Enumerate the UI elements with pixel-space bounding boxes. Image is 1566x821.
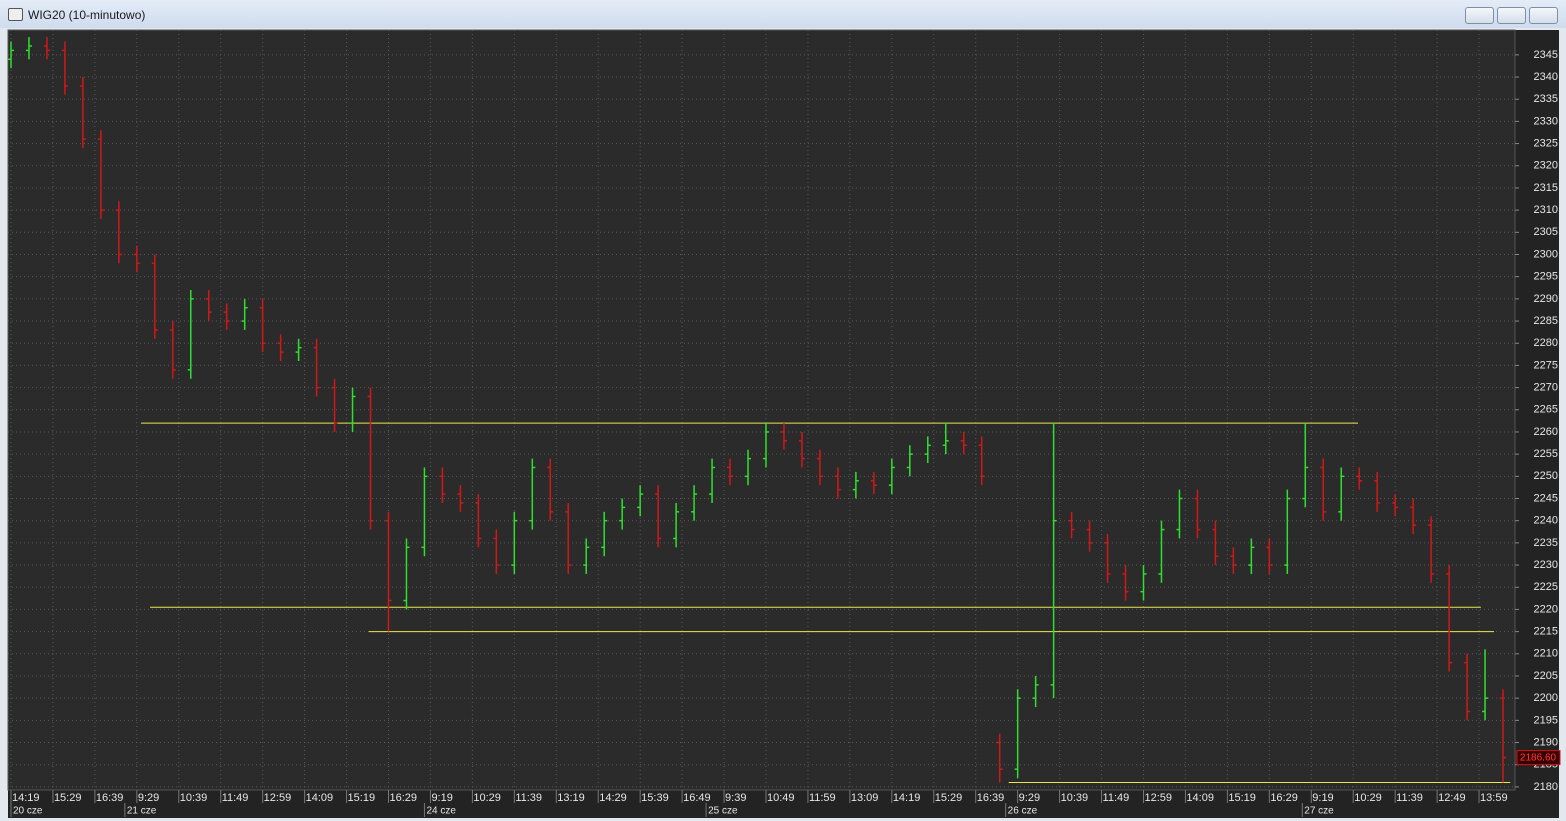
y-tick-label: 2305 xyxy=(1534,226,1558,238)
y-tick-label: 2285 xyxy=(1534,315,1558,327)
y-tick-label: 2250 xyxy=(1534,470,1558,482)
y-tick-label: 2230 xyxy=(1534,559,1558,571)
x-tick-label: 12:59 xyxy=(1144,792,1172,804)
date-tick-label: 24 cze xyxy=(426,806,456,817)
window-title: WIG20 (10-minutowo) xyxy=(28,8,146,22)
x-tick-label: 15:19 xyxy=(348,792,376,804)
plot-area xyxy=(7,29,1516,791)
y-tick-label: 2180 xyxy=(1534,781,1558,793)
x-tick-label: 9:29 xyxy=(138,792,159,804)
y-tick-label: 2330 xyxy=(1534,115,1558,127)
y-tick-label: 2315 xyxy=(1534,182,1558,194)
chart: 2180218521902195220022052210221522202225… xyxy=(0,28,1566,821)
x-tick-label: 15:19 xyxy=(1228,792,1256,804)
x-tick-label: 11:49 xyxy=(222,792,249,804)
title-bar: WIG20 (10-minutowo) xyxy=(0,0,1566,28)
y-tick-label: 2270 xyxy=(1534,382,1558,394)
minimize-button[interactable] xyxy=(1465,7,1494,24)
x-tick-label: 16:29 xyxy=(1270,792,1298,804)
y-tick-label: 2340 xyxy=(1534,71,1558,83)
y-tick-label: 2225 xyxy=(1534,581,1558,593)
x-tick-label: 12:49 xyxy=(1438,792,1466,804)
x-tick-label: 13:19 xyxy=(557,792,585,804)
date-tick-label: 27 cze xyxy=(1304,806,1334,817)
y-tick-label: 2240 xyxy=(1534,515,1558,527)
y-tick-label: 2205 xyxy=(1534,670,1558,682)
y-tick-label: 2290 xyxy=(1534,293,1558,305)
x-tick-label: 14:09 xyxy=(306,792,334,804)
x-tick-label: 11:49 xyxy=(1103,792,1130,804)
date-tick-label: 26 cze xyxy=(1008,806,1038,817)
x-tick-label: 14:09 xyxy=(1186,792,1214,804)
x-tick-label: 9:19 xyxy=(1312,792,1333,804)
y-tick-label: 2325 xyxy=(1534,137,1558,149)
y-tick-label: 2345 xyxy=(1534,49,1558,61)
date-tick-label: 21 cze xyxy=(127,806,157,817)
close-button[interactable] xyxy=(1529,7,1558,24)
x-tick-label: 10:39 xyxy=(1061,792,1089,804)
y-tick-label: 2245 xyxy=(1534,492,1558,504)
y-tick-label: 2335 xyxy=(1534,93,1558,105)
y-tick-label: 2260 xyxy=(1534,426,1558,438)
y-tick-label: 2220 xyxy=(1534,603,1558,615)
x-tick-label: 11:59 xyxy=(809,792,836,804)
y-tick-label: 2215 xyxy=(1534,626,1558,638)
x-tick-label: 15:29 xyxy=(54,792,82,804)
y-tick-label: 2295 xyxy=(1534,271,1558,283)
y-tick-label: 2280 xyxy=(1534,337,1558,349)
y-tick-label: 2265 xyxy=(1534,404,1558,416)
last-price-box xyxy=(1516,750,1561,766)
x-tick-label: 12:59 xyxy=(264,792,292,804)
x-tick-label: 14:29 xyxy=(599,792,627,804)
x-tick-label: 16:39 xyxy=(977,792,1005,804)
x-tick-label: 9:39 xyxy=(725,792,746,804)
x-tick-label: 16:29 xyxy=(389,792,417,804)
x-tick-label: 14:19 xyxy=(12,792,40,804)
restore-button[interactable] xyxy=(1497,7,1526,24)
x-tick-label: 10:49 xyxy=(767,792,795,804)
x-tick-label: 10:29 xyxy=(473,792,501,804)
x-tick-label: 11:39 xyxy=(1396,792,1423,804)
y-tick-label: 2320 xyxy=(1534,160,1558,172)
x-tick-label: 10:29 xyxy=(1354,792,1382,804)
y-tick-label: 2190 xyxy=(1534,736,1558,748)
y-tick-label: 2310 xyxy=(1534,204,1558,216)
x-tick-label: 15:29 xyxy=(935,792,963,804)
x-tick-label: 16:39 xyxy=(96,792,124,804)
y-tick-label: 2195 xyxy=(1534,714,1558,726)
y-tick-label: 2255 xyxy=(1534,448,1558,460)
y-tick-label: 2300 xyxy=(1534,248,1558,260)
x-tick-label: 14:19 xyxy=(893,792,921,804)
window-icon xyxy=(8,8,23,21)
date-tick-label: 20 cze xyxy=(13,806,43,817)
x-tick-label: 9:19 xyxy=(431,792,452,804)
x-tick-label: 9:29 xyxy=(1019,792,1040,804)
x-tick-label: 13:09 xyxy=(851,792,879,804)
y-tick-label: 2235 xyxy=(1534,537,1558,549)
y-tick-label: 2275 xyxy=(1534,359,1558,371)
y-tick-label: 2200 xyxy=(1534,692,1558,704)
last-price-label: 2186.60 xyxy=(1520,752,1557,763)
y-tick-label: 2210 xyxy=(1534,648,1558,660)
x-tick-label: 16:49 xyxy=(683,792,711,804)
x-tick-label: 15:39 xyxy=(641,792,669,804)
x-tick-label: 10:39 xyxy=(180,792,208,804)
date-tick-label: 25 cze xyxy=(708,806,738,817)
x-tick-label: 11:39 xyxy=(515,792,542,804)
x-tick-label: 13:59 xyxy=(1480,792,1508,804)
